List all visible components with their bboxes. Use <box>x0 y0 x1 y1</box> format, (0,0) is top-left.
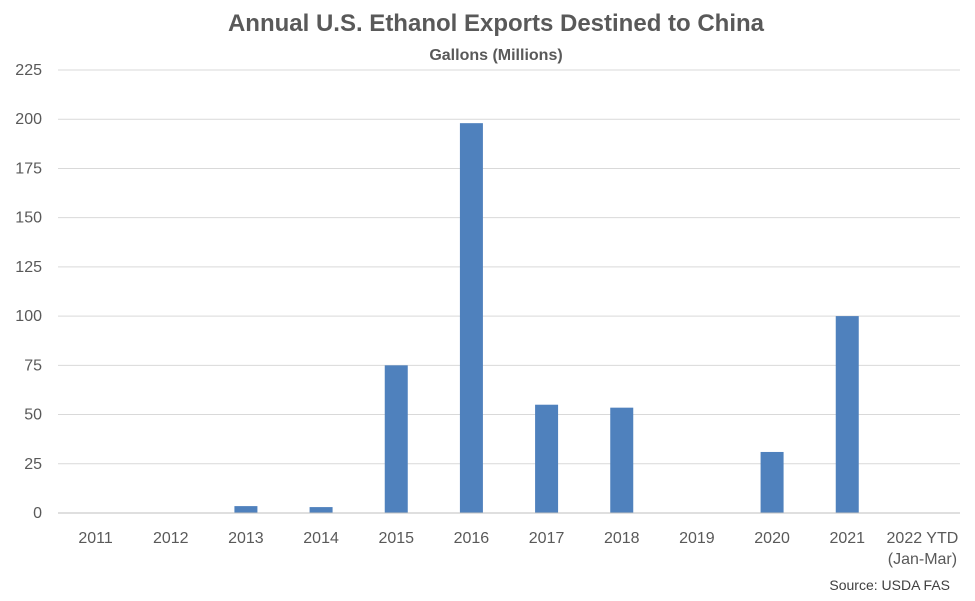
x-tick-label: 2016 <box>454 530 490 547</box>
bars <box>234 123 859 513</box>
gridlines <box>58 69 960 465</box>
x-tick-label: 2020 <box>754 530 790 547</box>
x-tick-label: 2018 <box>604 530 640 547</box>
bar <box>760 451 784 513</box>
chart-title: Annual U.S. Ethanol Exports Destined to … <box>228 10 765 37</box>
chart-subtitle: Gallons (Millions) <box>429 47 562 64</box>
x-tick-label: (Jan-Mar) <box>888 551 957 568</box>
bar <box>610 407 634 513</box>
x-axis: 2011 2012 2013 2014 2015 2016 2017 2018 2019 2020… <box>78 530 958 568</box>
y-tick-label: 75 <box>24 357 42 374</box>
y-tick-label: 200 <box>15 111 42 128</box>
y-tick-label: 175 <box>15 160 42 177</box>
x-tick-label: 2015 <box>378 530 414 547</box>
x-tick-label: 2017 <box>529 530 565 547</box>
y-tick-label: 125 <box>15 259 42 276</box>
bar <box>835 316 859 513</box>
bar <box>535 404 559 513</box>
bar <box>384 365 408 513</box>
bar <box>309 507 333 513</box>
x-tick-label: 2013 <box>228 530 264 547</box>
y-tick-label: 25 <box>24 456 42 473</box>
y-axis: 0 25 50 75 100 125 150 175 200 225 <box>15 62 42 522</box>
y-tick-label: 50 <box>24 407 42 424</box>
y-tick-label: 225 <box>15 62 42 79</box>
bar <box>459 123 483 513</box>
bar <box>234 506 258 513</box>
y-tick-label: 0 <box>33 505 42 522</box>
x-tick-label: 2019 <box>679 530 715 547</box>
source-note: Source: USDA FAS <box>829 577 950 593</box>
y-tick-label: 100 <box>15 308 42 325</box>
x-tick-label: 2014 <box>303 530 339 547</box>
x-tick-label: 2022 YTD <box>887 530 959 547</box>
x-tick-label: 2012 <box>153 530 189 547</box>
x-tick-label: 2011 <box>78 530 113 547</box>
y-tick-label: 150 <box>15 210 42 227</box>
x-tick-label: 2021 <box>829 530 865 547</box>
